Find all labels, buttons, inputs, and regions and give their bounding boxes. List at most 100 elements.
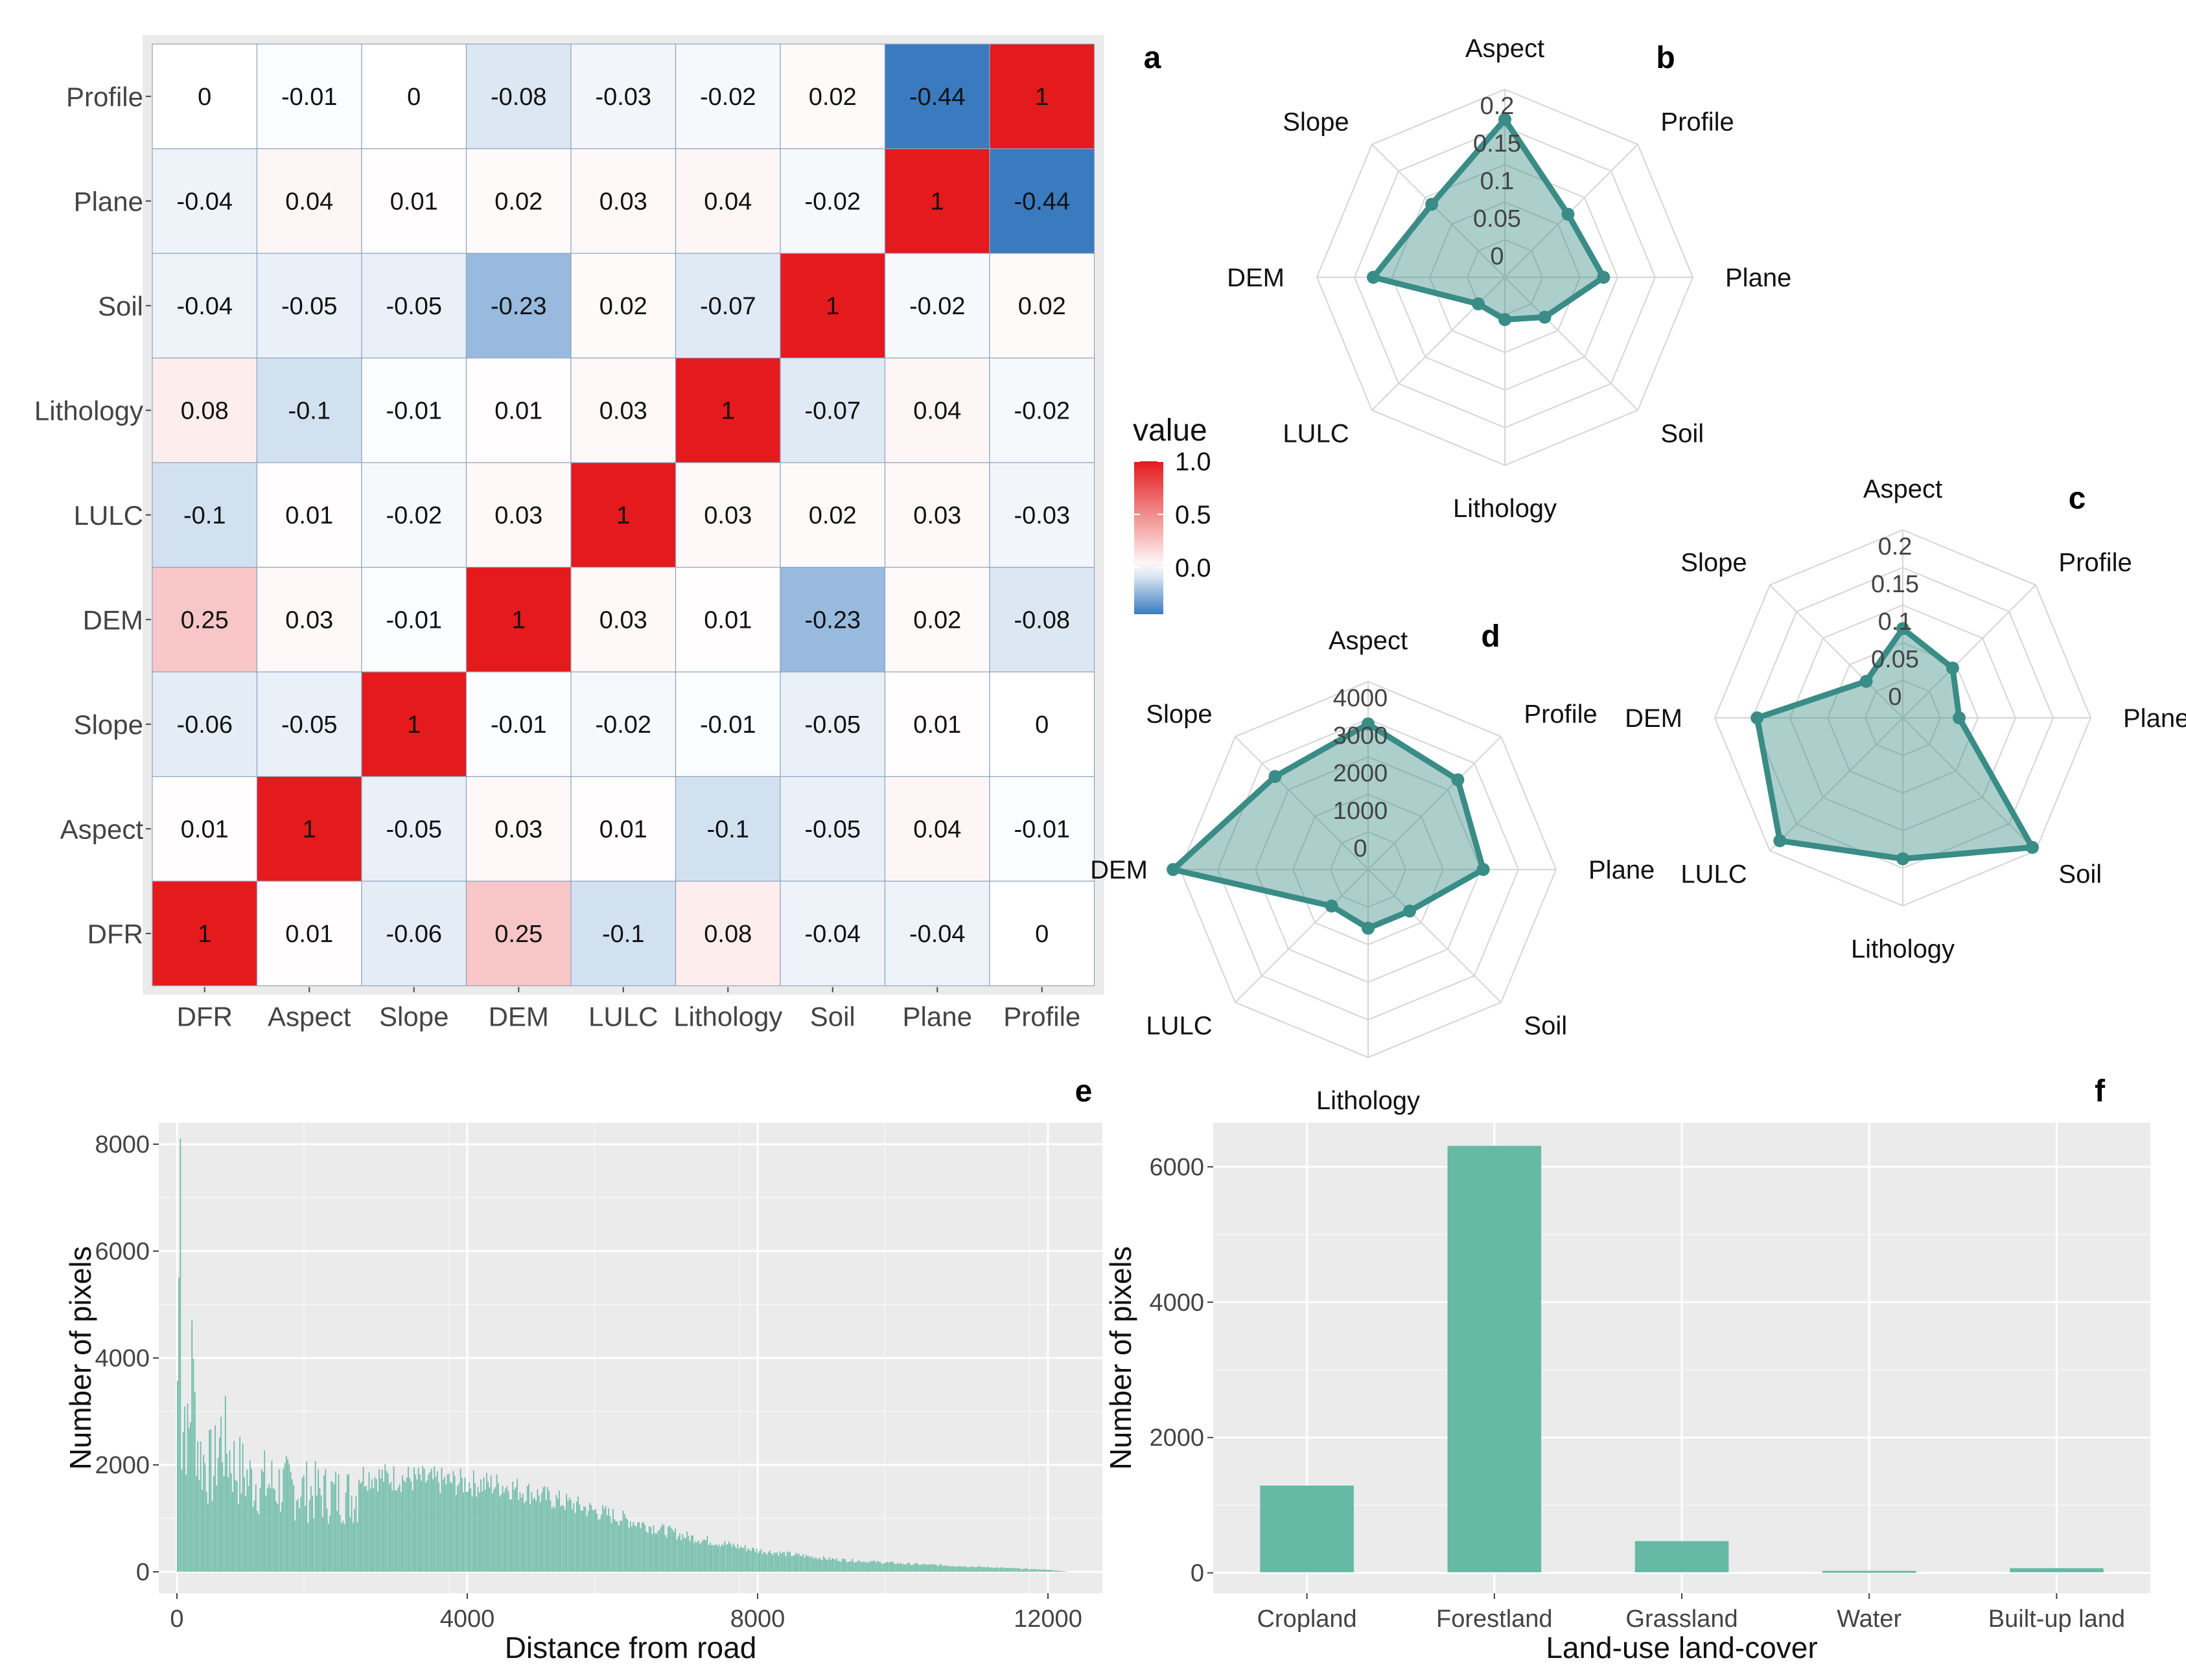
histogram-bar <box>653 1525 655 1572</box>
histogram-bar <box>750 1550 752 1572</box>
y-tick-label: 2000 <box>1149 1425 1204 1452</box>
histogram-bar <box>384 1464 386 1572</box>
heatmap-cell <box>256 462 362 568</box>
histogram-bar <box>322 1517 323 1572</box>
histogram-bar <box>888 1562 890 1572</box>
histogram-bar <box>185 1474 187 1572</box>
heatmap-cell-label: -0.03 <box>1014 502 1070 529</box>
histogram-bar <box>930 1564 932 1572</box>
histogram-bar <box>628 1527 630 1572</box>
histogram-bar <box>395 1490 396 1572</box>
heatmap-cell <box>361 462 467 568</box>
histogram-bar <box>283 1469 285 1572</box>
histogram-bar <box>574 1513 576 1572</box>
histogram-bar <box>484 1490 486 1572</box>
histogram-bar <box>767 1552 769 1572</box>
heatmap-cell-label: 0.02 <box>809 502 857 529</box>
heatmap-cell-label: 0.03 <box>913 502 961 529</box>
histogram-bar <box>981 1567 983 1572</box>
histogram-bar <box>847 1561 849 1572</box>
heatmap-cell-label: -0.02 <box>700 84 756 111</box>
histogram-bar <box>442 1479 444 1572</box>
x-tick-label: DEM <box>489 1002 549 1032</box>
heatmap-cell-label: -0.02 <box>804 188 861 215</box>
histogram-bar <box>918 1565 920 1572</box>
histogram-bar <box>1010 1567 1012 1572</box>
x-tick-label: 4000 <box>440 1605 495 1633</box>
heatmap-cell <box>780 880 886 987</box>
heatmap-cell <box>256 357 362 463</box>
histogram-bar <box>609 1516 611 1572</box>
histogram-bar <box>378 1469 380 1572</box>
histogram-bar <box>548 1491 550 1572</box>
histogram-bar <box>439 1493 441 1572</box>
histogram-bar <box>820 1559 821 1572</box>
y-axis-title: Number of pixels <box>64 1246 97 1469</box>
histogram-bar <box>529 1504 531 1572</box>
histogram-bar <box>949 1565 951 1572</box>
histogram-bar <box>511 1499 512 1572</box>
histogram-bar <box>482 1491 483 1572</box>
heatmap-cell-label: -0.05 <box>386 293 442 320</box>
histogram-bar <box>1016 1568 1017 1572</box>
histogram-bar <box>205 1491 207 1572</box>
histogram-bar <box>380 1478 382 1572</box>
histogram-bar <box>364 1486 366 1572</box>
histogram-bar <box>702 1539 704 1572</box>
histogram-bar <box>489 1487 491 1572</box>
histogram-bar <box>786 1551 788 1572</box>
heatmap-cell-label: -0.05 <box>281 293 338 320</box>
heatmap-cell-label: -0.04 <box>909 921 966 948</box>
histogram-bar <box>251 1468 252 1572</box>
histogram-bar <box>1004 1568 1006 1572</box>
heatmap-cell <box>361 253 467 359</box>
histogram-bar <box>1061 1571 1062 1572</box>
histogram-bar <box>914 1563 916 1572</box>
radar-chart-b: 0 0.05 0.1 0.15 0.2 Aspect Profile Plane Soil Lit… <box>1227 34 1791 523</box>
heatmap-cell-label: -0.02 <box>595 711 651 739</box>
histogram-bar <box>271 1460 273 1572</box>
histogram-bar <box>1008 1567 1010 1572</box>
histogram-bar <box>472 1470 474 1572</box>
histogram-bar <box>689 1541 691 1572</box>
histogram-bar <box>1021 1569 1023 1572</box>
histogram-bar <box>736 1548 738 1572</box>
histogram-bar <box>316 1495 318 1572</box>
histogram-bar <box>483 1477 485 1572</box>
histogram-bar <box>901 1563 903 1572</box>
panel-label-b: b <box>1656 41 1675 75</box>
histogram-bar <box>660 1526 662 1572</box>
histogram-bar <box>971 1566 972 1572</box>
histogram-bar <box>1062 1571 1064 1572</box>
heatmap-cell <box>884 776 990 882</box>
histogram-bar <box>476 1496 478 1572</box>
histogram-bar <box>368 1472 370 1572</box>
radar-data-point <box>1859 674 1873 688</box>
histogram-bar <box>450 1481 451 1572</box>
histogram-bar <box>336 1511 338 1572</box>
radar-data-point <box>1498 113 1511 126</box>
histogram-bar <box>406 1477 408 1572</box>
histogram-bar <box>436 1471 438 1572</box>
heatmap-cell-label: -0.08 <box>491 84 547 111</box>
histogram-bar <box>704 1539 705 1572</box>
histogram-bar <box>907 1563 909 1572</box>
histogram-bar <box>651 1534 653 1572</box>
histogram-bar <box>1042 1569 1043 1572</box>
radar-data-point <box>1597 271 1610 284</box>
histogram-bar <box>762 1554 763 1572</box>
radar-axis-label: Lithology <box>1453 494 1557 523</box>
histogram-bar <box>490 1475 492 1572</box>
y-tick-label: Plane <box>74 186 143 216</box>
histogram-bar <box>477 1486 479 1572</box>
histogram-bar <box>717 1546 718 1572</box>
histogram-bar <box>362 1466 364 1572</box>
heatmap-cell-label: -0.06 <box>176 711 233 739</box>
histogram-bar <box>381 1469 383 1572</box>
histogram-bar <box>1026 1568 1028 1572</box>
histogram-bar <box>349 1517 351 1572</box>
heatmap-cell <box>465 253 572 359</box>
histogram-bar <box>567 1501 569 1572</box>
histogram-bar <box>190 1422 191 1572</box>
histogram-bar <box>222 1462 224 1572</box>
